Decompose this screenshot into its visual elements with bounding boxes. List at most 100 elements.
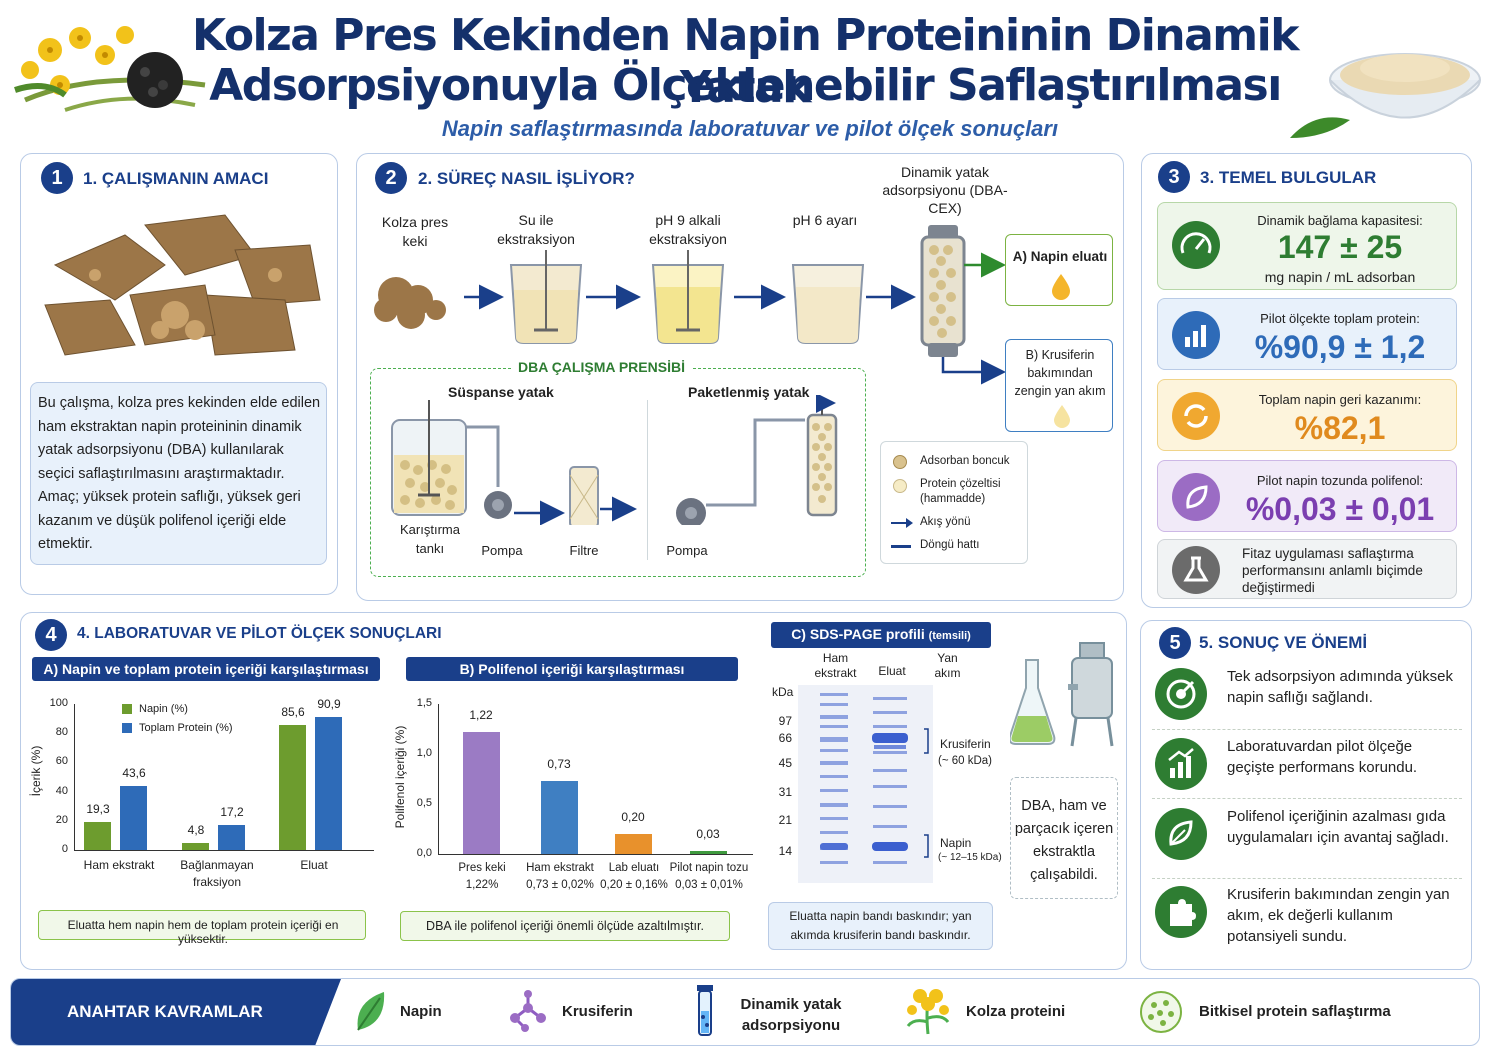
chart-a-legend-napin-swatch [122,704,132,714]
chart-b-category-label: Pilot napin tozu [669,862,749,874]
sds-col-side: Yan akım [934,651,961,680]
chart-a-data-label: 43,6 [122,766,146,781]
legend-solution-label: Protein çözeltisi (hammadde) [920,478,1001,505]
chart-b-ytick-label: 1,5 [416,697,432,709]
section-5-number: 5 [1159,627,1191,659]
keyword-napin: Napin [400,1003,442,1020]
chart-b-note-box [400,911,730,941]
conclusion-item: Krusiferin bakımından zengin yan akım, e… [1153,880,1463,952]
sds-band-cruciferin-kda: (~ 60 kDa) [938,755,993,767]
sds-col-crude: Ham ekstrakt [814,651,857,680]
finding-3-value: %82,1 [1294,410,1386,446]
sds-note-box [768,902,993,950]
section-4-number: 4 [35,619,67,651]
sds-marker-21: 21 [778,813,792,827]
header-flower-illustration [5,10,215,130]
chart-a-ytick-label: 40 [55,784,68,797]
section-1-body-box [30,382,327,565]
chart-a-y-axis [74,704,75,850]
chart-b-category-label: Lab eluatı [608,862,660,874]
principle-divider [647,400,648,560]
finding-2-value: %90,9 ± 1,2 [1254,329,1426,365]
recycle-icon [1172,392,1220,440]
chart-a-ytick-label: 60 [55,755,68,768]
conclusion-text-3: Polifenol içeriğinin azalması gıda uygul… [1227,808,1449,846]
sds-marker-45: 45 [778,756,792,770]
output-napin-eluate-label: A) Napin eluatı [1012,249,1108,264]
bar-chart-icon [1172,311,1220,359]
footer-bar [10,978,1480,1046]
sds-band-napin: Napin [940,836,972,850]
keyword-dba: Dinamik yatak adsorpsiyonu [740,996,842,1034]
keyword-rapeseed-protein: Kolza proteini [966,1003,1066,1020]
dba-principle-title: DBA ÇALIŞMA PRENSİBİ [512,359,691,375]
sds-marker-97: 97 [778,714,792,728]
chart-a-data-label: 90,9 [317,697,341,712]
chart-a-data-label: 4,8 [187,822,205,837]
section-1-number: 1 [41,162,73,194]
conclusion-item: Tek adsorpsiyon adımında yüksek napin sa… [1153,662,1463,728]
dba-principle-diagram [380,393,860,528]
dba-column-label: Dinamik yatak adsorpsiyonu (DBA-CEX) [882,164,1008,216]
conclusion-text-1: Tek adsorpsiyon adımında yüksek napin sa… [1227,668,1453,706]
section-5-title: 5. SONUÇ VE ÖNEMİ [1199,633,1368,652]
chart-a-note: Eluatta hem napin hem de toplam protein … [67,918,339,946]
chart-b-category-label: Pres keki [458,862,506,874]
chart-b-category-label: Ham ekstrakt [526,862,594,874]
chart-b-x-axis [438,854,753,855]
finding-napin-recovery: Toplam napin geri kazanımı: %82,1 [1157,379,1457,451]
section-1-body-text: Bu çalışma, kolza pres kekinden elde edi… [38,395,321,552]
chart-b-ytick-label: 0,5 [416,797,432,809]
chart-a-data-label: 17,2 [220,804,244,819]
puzzle-icon [1155,886,1207,938]
sds-col-eluate: Eluat [878,664,906,678]
target-icon [1155,668,1207,720]
chart-b-bar [463,732,500,854]
chart-b-title: B) Polifenol içeriği karşılaştırması [406,657,738,681]
chart-a-title: A) Napin ve toplam protein içeriği karşı… [32,657,380,681]
finding-2-label: Pilot ölçekte toplam protein: [1260,311,1420,326]
chart-b-ytick-label: 1,0 [416,747,432,759]
chart-a-category-label: Eluat [300,858,328,872]
sds-band-cruciferin: Krusiferin [940,737,991,751]
finding-5-text: Fitaz uygulaması saflaştırma performansı… [1242,546,1423,595]
page-title-line1: Kolza Pres Kekinden Napin Proteininin Di… [192,10,1300,113]
packed-bed-label: Paketlenmiş yatak [688,384,810,400]
suspended-bed-label: Süspanse yatak [448,384,554,400]
chart-b-sublabel: 0,03 ± 0,01% [675,879,743,891]
finding-3-label: Toplam napin geri kazanımı: [1258,392,1422,407]
rapeseed-flower-icon [900,984,956,1036]
legend-flow-arrow-icon [890,516,914,528]
filter-label: Filtre [569,543,599,558]
chart-a-ytick-label: 0 [61,843,68,855]
conclusion-divider [1152,878,1462,879]
chart-b-note: DBA ile polifenol içeriği önemli ölçüde … [426,919,704,933]
legend-bead-icon [893,455,907,469]
footer-label: ANAHTAR KAVRAMLAR [67,1002,263,1021]
conclusion-divider [1152,798,1462,799]
chart-a-bar [182,842,209,850]
chart-b-sublabel: 1,22% [465,879,499,891]
keyword-cruciferin: Krusiferin [562,1003,633,1020]
droplet-icon [1052,403,1072,429]
section-3-number: 3 [1158,161,1190,193]
chart-b-ytick-label: 0,0 [416,847,432,859]
chart-a-legend-protein-label: Toplam Protein (%) [139,722,233,734]
step-water-extraction-label: Su ile ekstraksiyon [497,212,575,247]
finding-1-unit: mg napin / mL adsorban [1264,269,1416,285]
conclusion-text-4: Krusiferin bakımından zengin yan akım, e… [1227,886,1450,945]
side-note-text: DBA, ham ve parçacık içeren ekstraktla ç… [1014,798,1114,883]
chart-a-legend-protein-swatch [122,723,132,733]
legend-loop-line-icon [891,545,911,548]
side-note-box [1010,777,1118,899]
sds-marker-31: 31 [778,785,792,799]
conclusion-item: Polifenol içeriğinin azalması gıda uygul… [1153,802,1463,874]
lab-pilot-equipment-illustration [1008,638,1122,753]
napin-leaf-icon [352,988,388,1034]
chart-a-bar [218,824,245,850]
sds-marker-14: 14 [778,844,792,858]
mixing-tank-label: Karıştırma tankı [400,522,460,556]
finding-1-value: 147 ± 25 [1277,229,1403,265]
process-flow-diagram [356,225,1124,385]
step-press-cake-label: Kolza pres keki [381,214,449,249]
